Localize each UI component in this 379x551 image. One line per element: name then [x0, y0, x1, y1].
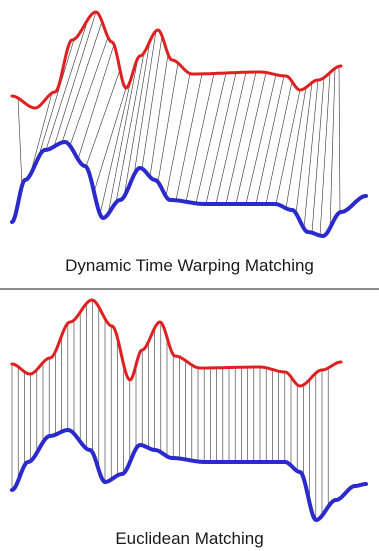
warp-connector-line — [141, 35, 163, 169]
upper-series-curve — [10, 298, 343, 388]
warp-connector-line — [85, 69, 121, 167]
warp-connector-line — [133, 30, 157, 175]
warp-connector-line — [149, 54, 169, 177]
warp-connector-line — [195, 72, 227, 204]
warp-connector-line — [175, 73, 203, 201]
warp-connector-line — [235, 72, 267, 205]
warp-connector-line — [295, 82, 313, 214]
caption-euclidean: Euclidean Matching — [115, 529, 264, 548]
warp-connector-line — [165, 73, 191, 197]
panel-euclidean — [10, 298, 368, 522]
warp-connector-line — [17, 98, 23, 186]
upper-series-curve — [10, 10, 343, 110]
warp-connector-line — [205, 72, 237, 205]
warp-connector-line — [319, 72, 331, 236]
warp-connector-line — [99, 75, 133, 215]
warp-connector-line — [93, 87, 127, 193]
panel-dtw — [10, 10, 368, 238]
warp-connector-line — [255, 75, 285, 205]
warp-connector-line — [303, 79, 319, 229]
warp-connector-line — [215, 72, 247, 205]
warp-connector-line — [29, 92, 53, 176]
warp-connector-line — [338, 66, 341, 213]
warp-connector-line — [37, 39, 75, 159]
warp-connector-line — [77, 44, 115, 160]
warp-connector-line — [45, 19, 89, 151]
warp-connector-line — [225, 71, 257, 205]
warp-connector-line — [285, 87, 307, 209]
warp-connector-line — [53, 11, 97, 147]
warp-connector-line — [185, 73, 215, 202]
warp-connector-line — [329, 68, 336, 228]
lower-series-curve — [10, 140, 368, 238]
warp-connector-line — [265, 81, 293, 205]
warp-connector-line — [311, 77, 325, 233]
caption-dtw: Dynamic Time Warping Matching — [65, 256, 314, 275]
lower-series-curve — [10, 428, 368, 522]
warp-connector-line — [107, 57, 139, 215]
warp-connector-line — [115, 52, 145, 203]
warp-connector-line — [245, 74, 277, 205]
warp-connector-line — [123, 40, 151, 197]
warp-connector-line — [61, 21, 103, 143]
warp-connector-line — [275, 89, 301, 205]
warp-connector-line — [157, 62, 179, 183]
warp-connector-line — [69, 37, 109, 146]
